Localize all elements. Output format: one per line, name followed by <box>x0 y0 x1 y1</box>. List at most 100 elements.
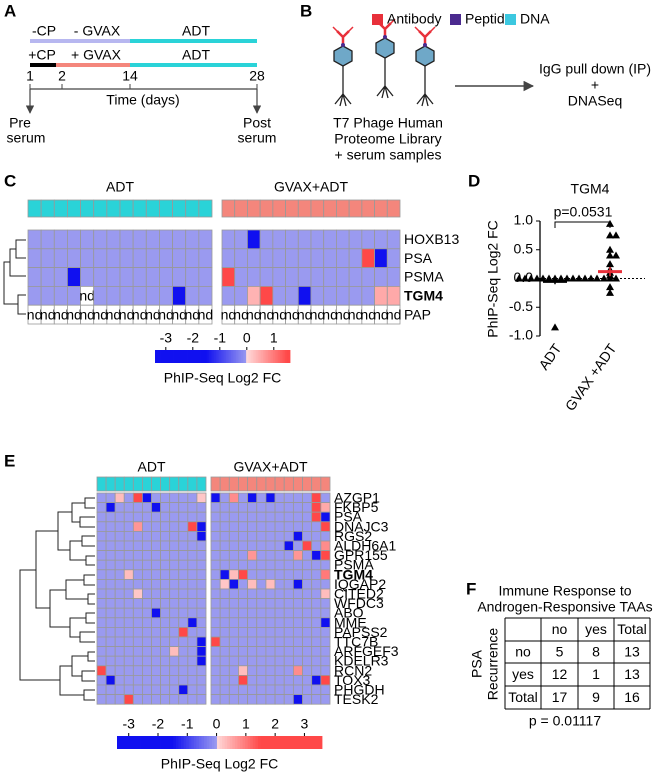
colorbar-swatch <box>316 736 320 749</box>
heatmap-cell <box>310 267 325 287</box>
group-strip <box>67 199 81 218</box>
heatmap-cell <box>187 598 198 609</box>
colorbar-swatch <box>193 736 197 749</box>
heatmap-cell <box>238 627 249 638</box>
nd-label: nd <box>322 306 338 322</box>
heatmap-cell <box>114 579 125 590</box>
heatmap-cell <box>219 540 230 552</box>
heatmap-cell <box>320 627 331 638</box>
heatmap-cell <box>297 248 312 269</box>
column-header: no <box>552 621 568 637</box>
heatmap-cell <box>228 588 239 600</box>
colorbar-tick-label: 0 <box>243 330 251 346</box>
heatmap-cell <box>132 550 143 561</box>
heatmap-cell <box>142 675 152 686</box>
heatmap-cell <box>160 617 171 628</box>
nd-label: nd <box>259 306 275 322</box>
y-tick-label: 0.5 <box>514 240 534 256</box>
panel-label: E <box>4 451 15 470</box>
heatmap-cell <box>160 636 171 648</box>
heatmap-cell <box>196 694 207 705</box>
row-label: GPR155 <box>334 547 388 563</box>
heatmap-cell <box>105 521 116 532</box>
colorbar-swatch <box>129 736 133 749</box>
row-label: HOXB13 <box>404 231 459 247</box>
colorbar-swatch <box>224 736 228 749</box>
annotation: p=0.0531 <box>554 204 613 220</box>
heatmap-cell <box>123 588 134 600</box>
heatmap-cell <box>265 646 276 657</box>
heatmap-cell <box>96 511 107 523</box>
heatmap-cell <box>132 285 147 306</box>
heatmap-cell <box>151 521 161 532</box>
heatmap-cell <box>53 285 68 306</box>
heatmap-cell <box>292 607 303 619</box>
heatmap-cell <box>132 229 147 250</box>
heatmap-cell <box>198 285 213 306</box>
heatmap-cell <box>219 684 230 696</box>
group-strip <box>119 199 134 218</box>
heatmap-cell <box>151 502 161 513</box>
heatmap-cell <box>159 229 173 250</box>
colorbar-swatch <box>319 736 323 749</box>
heatmap-cell <box>132 665 143 676</box>
data-point <box>612 274 620 282</box>
heatmap-cell <box>348 285 363 306</box>
group-label: ADT <box>138 459 166 475</box>
heatmap-cell <box>96 636 107 648</box>
heatmap-cell <box>311 540 322 552</box>
heatmap-cell <box>283 540 294 552</box>
heatmap-cell <box>285 248 299 269</box>
colorbar-swatch <box>203 350 207 363</box>
heatmap-cell <box>219 636 230 648</box>
group-strip <box>302 476 313 492</box>
heatmap-cell <box>320 502 331 513</box>
colorbar-swatch <box>284 350 288 363</box>
heatmap-cell <box>160 579 171 590</box>
heatmap-cell <box>210 655 221 667</box>
nd-label: nd <box>297 306 313 322</box>
heatmap-cell <box>238 598 249 609</box>
heatmap-cell <box>123 511 134 523</box>
heatmap-cell <box>105 646 116 657</box>
data-point <box>515 274 523 282</box>
heatmap-cell <box>132 579 143 590</box>
heatmap-cell <box>185 248 200 269</box>
group-strip <box>93 199 108 218</box>
heatmap-cell <box>80 267 95 287</box>
heatmap-cell <box>132 675 143 686</box>
heatmap-cell <box>132 598 143 609</box>
heatmap-cell <box>228 675 239 686</box>
heatmap-cell <box>311 607 322 619</box>
colorbar-swatch <box>247 350 250 363</box>
heatmap-cell <box>256 627 267 638</box>
table-title: Androgen-Responsive TAAs <box>477 599 652 615</box>
heatmap-cell <box>283 598 294 609</box>
heatmap-cell <box>169 617 180 628</box>
heatmap-cell <box>210 598 221 609</box>
heatmap-cell <box>311 531 322 542</box>
heatmap-cell <box>151 511 161 523</box>
heatmap-cell <box>274 607 285 619</box>
heatmap-cell <box>265 511 276 523</box>
nd-label: nd <box>221 306 237 322</box>
heatmap-cell <box>292 598 303 609</box>
row-label: PSA <box>404 250 433 266</box>
colorbar-swatch <box>140 736 144 749</box>
heatmap-cell <box>151 617 161 628</box>
heatmap-cell <box>274 579 285 590</box>
heatmap-cell <box>93 248 108 269</box>
group-strip <box>151 476 161 492</box>
heatmap-cell <box>114 684 125 696</box>
heatmap-cell <box>320 675 331 686</box>
heatmap-cell <box>374 248 388 269</box>
heatmap-cell <box>123 655 134 667</box>
colorbar-swatch <box>175 350 178 363</box>
group-strip <box>114 476 125 492</box>
heatmap-cell <box>27 267 42 287</box>
heatmap-cell <box>210 607 221 619</box>
group-strip <box>283 476 294 492</box>
colorbar-swatch <box>215 350 218 363</box>
heatmap-cell <box>265 492 276 504</box>
heatmap-cell <box>311 684 322 696</box>
